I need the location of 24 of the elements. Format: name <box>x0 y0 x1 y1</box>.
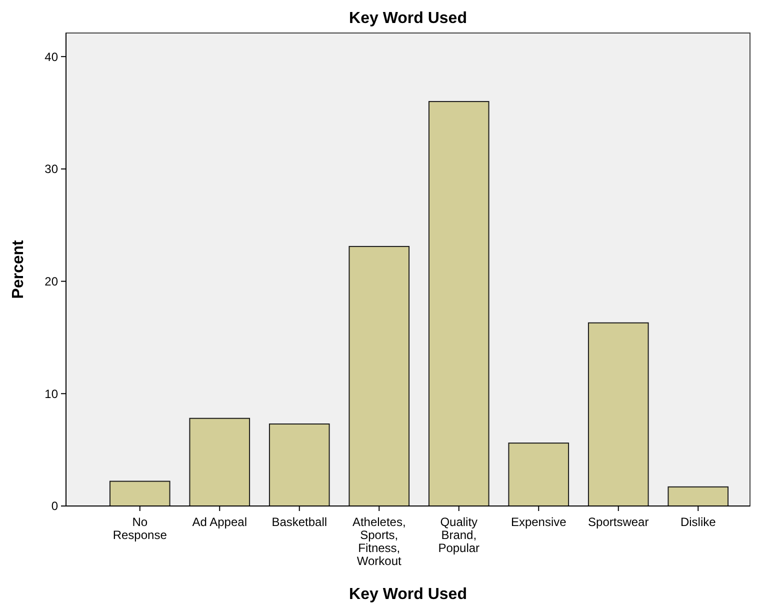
x-tick-label: Dislike <box>680 515 716 529</box>
y-tick-label: 10 <box>44 386 58 401</box>
x-axis-title: Key Word Used <box>349 586 467 603</box>
bar <box>428 101 490 506</box>
y-tick-label: 0 <box>51 499 58 514</box>
chart-title: Key Word Used <box>349 10 467 27</box>
x-tick-label: Sportswear <box>588 515 649 529</box>
x-tick-label: No Response <box>112 515 168 542</box>
x-tick-label: Atheletes, Sports, Fitness, Workout <box>352 515 406 568</box>
bar <box>508 442 570 506</box>
x-tick-label: Expensive <box>510 515 567 529</box>
bar <box>109 480 170 506</box>
y-tick-label: 30 <box>44 162 58 176</box>
x-tick-label: Basketball <box>272 515 328 529</box>
y-tick-label: 20 <box>44 274 58 288</box>
bar <box>189 418 250 506</box>
bar <box>348 246 410 506</box>
y-axis-title: Percent <box>10 239 27 299</box>
x-tick-label: Ad Appeal <box>192 515 247 529</box>
x-tick-label: Quality Brand, Popular <box>438 515 480 555</box>
bar <box>588 322 649 506</box>
bar <box>668 486 729 506</box>
y-tick-label: 40 <box>44 50 58 64</box>
bar <box>268 423 330 506</box>
